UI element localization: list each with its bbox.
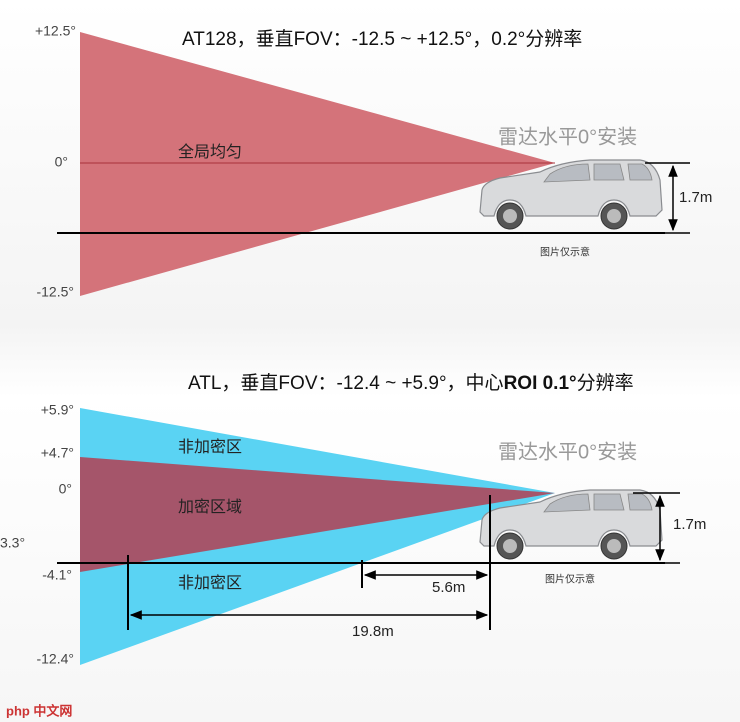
note: 图片仅示意 bbox=[545, 573, 595, 586]
angle-label: +12.5° bbox=[35, 23, 76, 39]
height-label: 1.7m bbox=[673, 516, 706, 533]
angle-label: -12.4° bbox=[36, 651, 74, 667]
zone-label: 加密区域 bbox=[178, 498, 242, 516]
panel-title: AT128，垂直FOV：-12.5 ~ +12.5°，0.2°分辨率 bbox=[182, 28, 582, 50]
angle-label: +5.9° bbox=[41, 402, 74, 418]
distance-label: 5.6m bbox=[432, 579, 465, 596]
mount-label: 雷达水平0°安装 bbox=[498, 125, 637, 148]
panel-atl: ATL，垂直FOV：-12.4 ~ +5.9°，中心ROI 0.1°分辨率 +5… bbox=[0, 372, 706, 667]
distance-label: 19.8m bbox=[352, 623, 394, 640]
title-part: ATL，垂直FOV：-12.4 ~ +5.9°，中心 bbox=[188, 372, 504, 394]
angle-label: +4.7° bbox=[41, 445, 74, 461]
height-label: 1.7m bbox=[679, 189, 712, 206]
angle-label: 3.3° bbox=[0, 535, 25, 551]
zone-label: 非加密区 bbox=[178, 574, 242, 592]
roi-region bbox=[80, 457, 555, 572]
angle-label: 0° bbox=[59, 481, 72, 497]
title-part: 分辨率 bbox=[577, 372, 634, 394]
angle-label: -12.5° bbox=[36, 284, 74, 300]
zone-label: 非加密区 bbox=[178, 438, 242, 456]
panel-title: ATL，垂直FOV：-12.4 ~ +5.9°，中心ROI 0.1°分辨率 bbox=[188, 372, 634, 394]
angle-label: -4.1° bbox=[42, 567, 72, 583]
panel-at128: AT128，垂直FOV：-12.5 ~ +12.5°，0.2°分辨率 +12.5… bbox=[35, 23, 712, 300]
watermark: php 中文网 bbox=[6, 703, 72, 718]
angle-label: 0° bbox=[55, 154, 68, 170]
title-part: ROI 0.1° bbox=[504, 373, 577, 394]
note: 图片仅示意 bbox=[540, 246, 590, 259]
mount-label: 雷达水平0°安装 bbox=[498, 440, 637, 463]
zone-label: 全局均匀 bbox=[178, 143, 242, 161]
fov-region bbox=[80, 32, 555, 296]
